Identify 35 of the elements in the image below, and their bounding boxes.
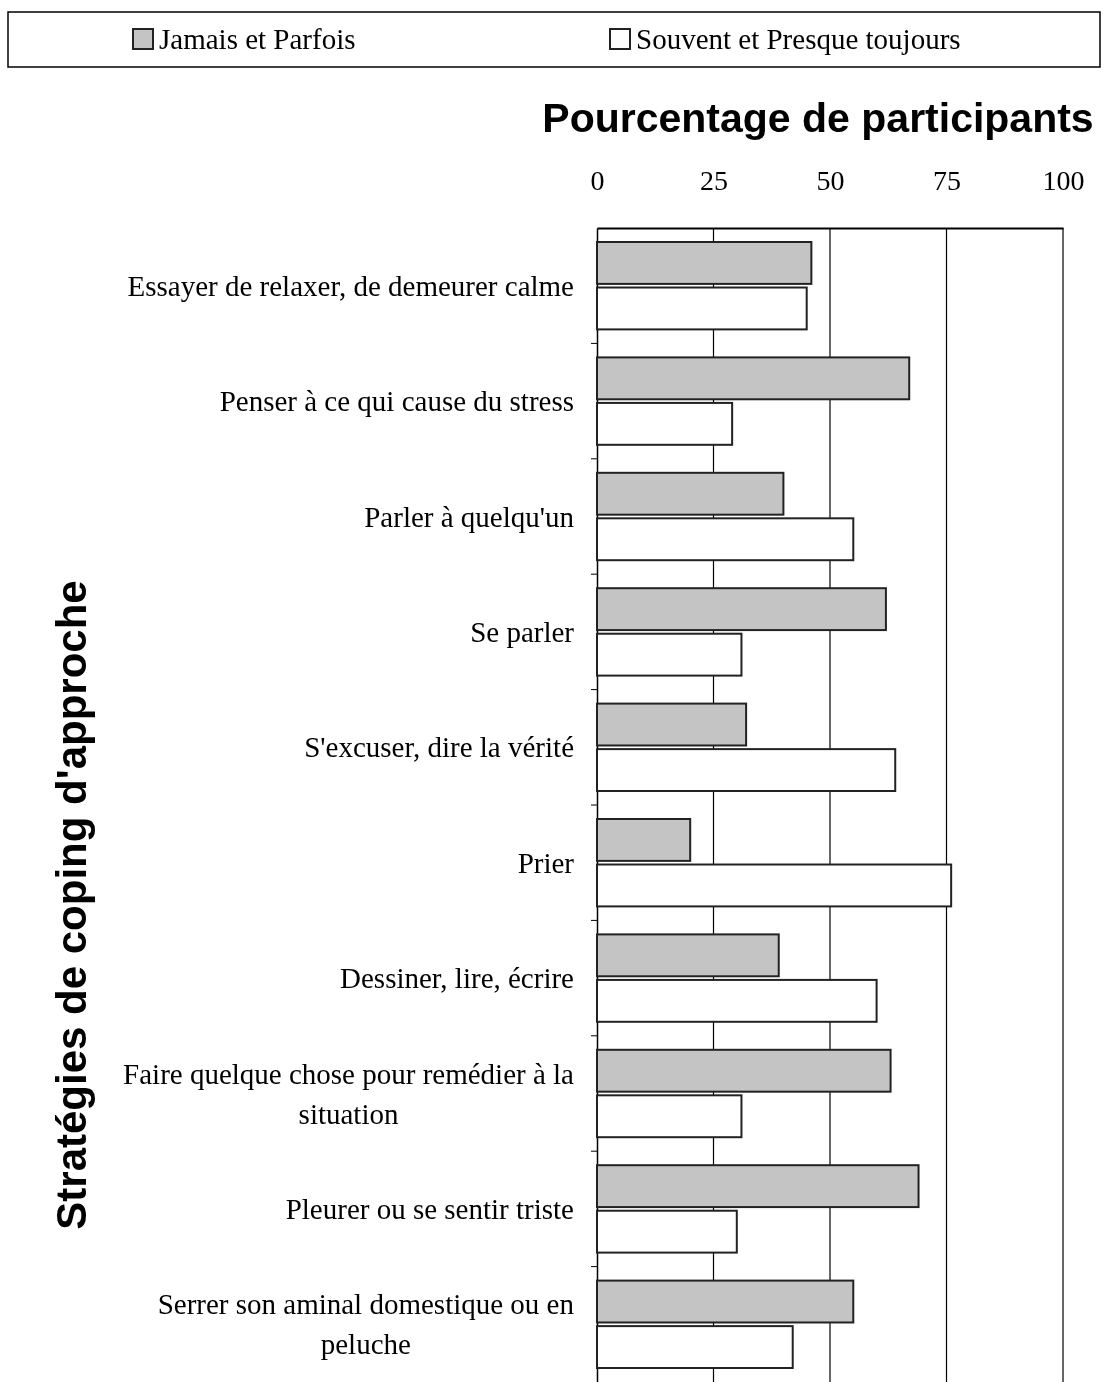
x-tick-label: 25 (700, 165, 728, 196)
bar (596, 702, 748, 747)
legend-label: Souvent et Presque toujours (636, 23, 961, 55)
bar (596, 818, 692, 862)
y-tick-label: Se parler (470, 615, 575, 648)
x-tick-label: 0 (590, 165, 605, 196)
y-tick-label: S'excuser, dire la vérité (304, 731, 574, 764)
bar (596, 1325, 794, 1369)
x-tick-label: 75 (933, 165, 961, 196)
bar (596, 978, 878, 1023)
x-tick-label: 50 (816, 165, 845, 196)
bar (596, 587, 887, 632)
x-axis-title: Pourcentage de participants (542, 95, 1094, 141)
y-tick-label: Penser à ce qui cause du stress (219, 385, 574, 418)
y-axis-title: Stratégies de coping d'approche (48, 580, 95, 1230)
y-tick-label: Essayer de relaxer, de demeurer calme (127, 269, 574, 302)
bar (596, 1279, 855, 1324)
bar (596, 933, 780, 978)
y-tick-label: Faire quelque chose pour remédier à la situation (123, 1057, 575, 1130)
bar (596, 1209, 738, 1254)
x-tick-label: 100 (1042, 165, 1085, 196)
y-tick-label: Pleurer ou se sentir triste (285, 1192, 574, 1225)
y-tick-label: Serrer son aminal domestique ou en peluche (157, 1288, 575, 1361)
bar (596, 241, 813, 285)
bar (596, 632, 743, 677)
bar (596, 356, 911, 401)
y-tick-label: Prier (517, 846, 575, 879)
bar (596, 863, 953, 908)
bar (596, 1164, 920, 1209)
bar (596, 748, 897, 792)
bar (596, 401, 734, 446)
legend-label: Jamais et Parfois (159, 23, 356, 55)
y-tick-label: Parler à quelqu'un (364, 500, 575, 533)
y-tick-label: Dessiner, lire, écrire (340, 962, 574, 995)
bar (596, 286, 808, 331)
